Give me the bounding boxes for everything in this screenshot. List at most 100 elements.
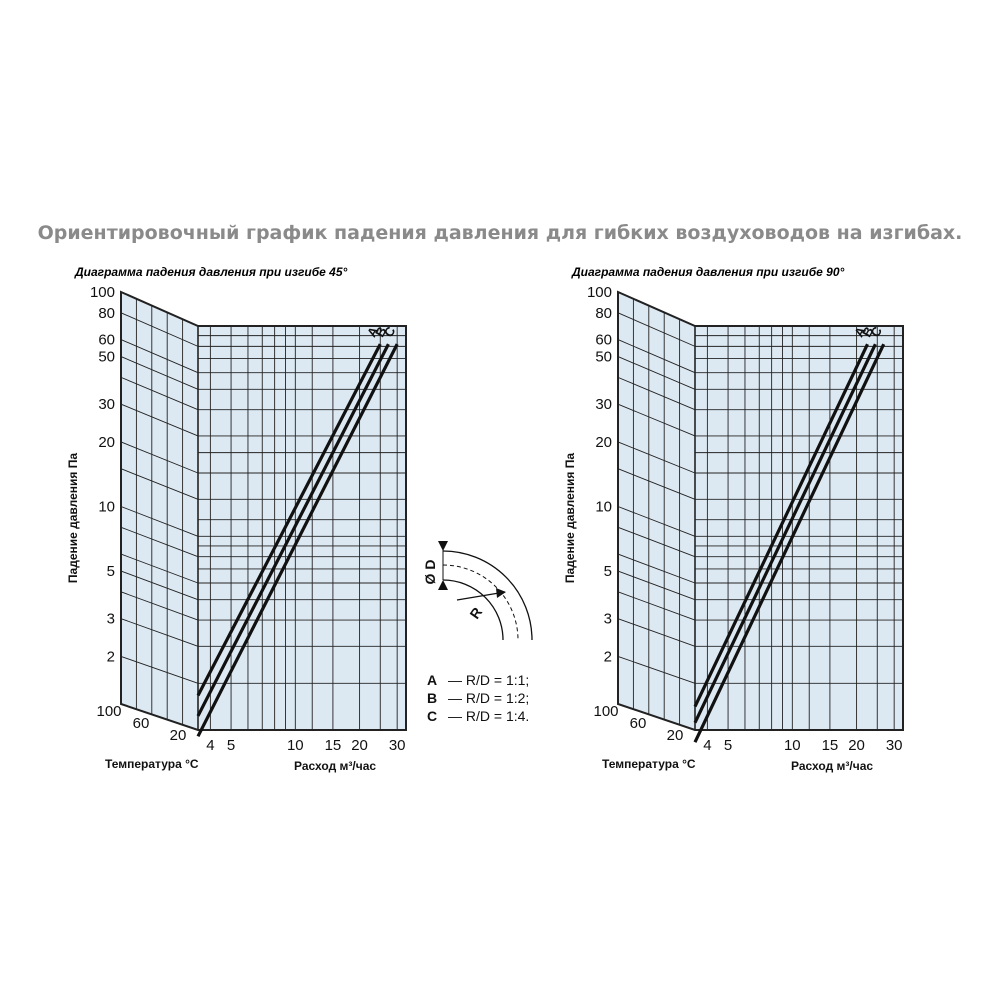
- x-tick-label: 4: [703, 737, 711, 754]
- temp-grid-line-slope: [617, 441, 696, 474]
- temp-grid-line-slope: [617, 291, 696, 327]
- y-tick-label: 60: [595, 332, 612, 349]
- temp-tick-label: 100: [593, 703, 618, 720]
- chart-title: Диаграмма падения давления при изгибе 90…: [571, 265, 845, 279]
- temp-tick-label: 100: [96, 703, 121, 720]
- temp-grid-line-slope: [120, 441, 199, 474]
- radius-arrow: [496, 588, 506, 598]
- legend-text-A: — R/D = 1:1;: [448, 672, 529, 688]
- x-tick-label: 5: [227, 737, 235, 754]
- temp-grid-line-slope: [120, 291, 199, 327]
- page-title: Ориентировочный график падения давления …: [37, 222, 963, 244]
- bend-diagram: Ø D R: [422, 541, 533, 641]
- temperature-axis-label: Температура °С: [602, 757, 696, 771]
- x-tick-label: 10: [287, 737, 304, 754]
- y-tick-label: 3: [107, 611, 115, 628]
- diameter-label: Ø D: [422, 560, 438, 585]
- x-axis-label: Расход м³/час: [791, 759, 873, 773]
- temp-grid-line-slope: [120, 403, 199, 437]
- x-tick-label: 15: [325, 737, 342, 754]
- temp-grid-line-slope: [120, 570, 199, 601]
- x-tick-label: 5: [724, 737, 732, 754]
- x-tick-label: 20: [351, 737, 368, 754]
- series-line-C: [693, 343, 886, 743]
- legend-key-C: C: [427, 708, 437, 724]
- temp-grid-line-slope: [120, 468, 199, 500]
- y-axis-label: Падение давления Па: [563, 453, 577, 583]
- temp-tick-label: 60: [630, 715, 647, 732]
- legend-key-B: B: [427, 690, 437, 706]
- temp-grid-line-slope: [120, 553, 199, 584]
- y-tick-label: 3: [604, 611, 612, 628]
- temp-grid-line-slope: [120, 655, 199, 684]
- y-tick-label: 10: [98, 498, 115, 515]
- temp-grid-line-slope: [617, 570, 696, 601]
- temp-grid-line-slope: [617, 376, 696, 411]
- series-line-B: [196, 343, 390, 717]
- y-tick-label: 100: [90, 284, 115, 301]
- temp-grid-line-slope: [120, 356, 199, 390]
- x-axis-label: Расход м³/час: [294, 759, 376, 773]
- temp-grid-line-slope: [617, 468, 696, 500]
- series-line-A: [693, 343, 869, 708]
- legend-text-B: — R/D = 1:2;: [448, 690, 529, 706]
- radius-label: R: [466, 604, 485, 621]
- y-tick-label: 50: [595, 349, 612, 366]
- temp-tick-label: 20: [667, 727, 684, 744]
- temp-grid-line-slope: [120, 618, 199, 647]
- temp-grid-line-slope: [120, 376, 199, 411]
- series-line-A: [196, 343, 382, 697]
- y-tick-label: 30: [595, 396, 612, 413]
- x-tick-label: 15: [822, 737, 839, 754]
- legend: A — R/D = 1:1; B — R/D = 1:2; C — R/D = 1:4.: [427, 672, 529, 724]
- x-tick-label: 30: [389, 737, 406, 754]
- y-tick-label: 60: [98, 332, 115, 349]
- y-tick-label: 50: [98, 349, 115, 366]
- temp-grid-line-slope: [120, 526, 199, 558]
- temp-grid-line-slope: [617, 553, 696, 584]
- chart-title: Диаграмма падения давления при изгибе 45…: [74, 265, 348, 279]
- temp-tick-label: 20: [170, 727, 187, 744]
- diameter-arrow-top: [438, 541, 448, 551]
- temp-grid-line-slope: [617, 506, 696, 537]
- temp-grid-line-slope: [617, 655, 696, 684]
- y-tick-label: 2: [604, 648, 612, 665]
- temp-grid-line-slope: [617, 618, 696, 647]
- temp-grid-line-slope: [617, 312, 696, 347]
- legend-key-A: A: [427, 672, 437, 688]
- x-tick-label: 20: [848, 737, 865, 754]
- y-tick-label: 30: [98, 396, 115, 413]
- y-tick-label: 5: [107, 563, 115, 580]
- y-tick-label: 20: [595, 434, 612, 451]
- y-tick-label: 20: [98, 434, 115, 451]
- bend-inner-arc: [442, 579, 504, 641]
- temp-grid-line-slope: [120, 312, 199, 347]
- y-axis-label: Падение давления Па: [66, 453, 80, 583]
- x-tick-label: 4: [206, 737, 214, 754]
- x-tick-label: 30: [886, 737, 903, 754]
- temp-tick-label: 60: [133, 715, 150, 732]
- y-tick-label: 80: [595, 305, 612, 322]
- legend-text-C: — R/D = 1:4.: [448, 708, 529, 724]
- temp-grid-line-slope: [617, 526, 696, 558]
- temp-grid-line-slope: [120, 506, 199, 537]
- temp-grid-line-slope: [617, 339, 696, 374]
- series-line-B: [693, 343, 877, 724]
- y-tick-label: 2: [107, 648, 115, 665]
- temp-grid-line-slope: [120, 339, 199, 374]
- y-tick-label: 10: [595, 498, 612, 515]
- bend-outer-arc: [442, 550, 533, 641]
- temperature-axis-label: Температура °С: [105, 757, 199, 771]
- temp-grid-line-slope: [617, 403, 696, 437]
- y-tick-label: 80: [98, 305, 115, 322]
- temp-grid-line-slope: [617, 591, 696, 621]
- temp-grid-line-slope: [120, 591, 199, 621]
- y-tick-label: 100: [587, 284, 612, 301]
- temp-grid-line-slope: [617, 356, 696, 390]
- y-tick-label: 5: [604, 563, 612, 580]
- series-line-C: [196, 343, 399, 738]
- diameter-arrow-bottom: [438, 580, 448, 590]
